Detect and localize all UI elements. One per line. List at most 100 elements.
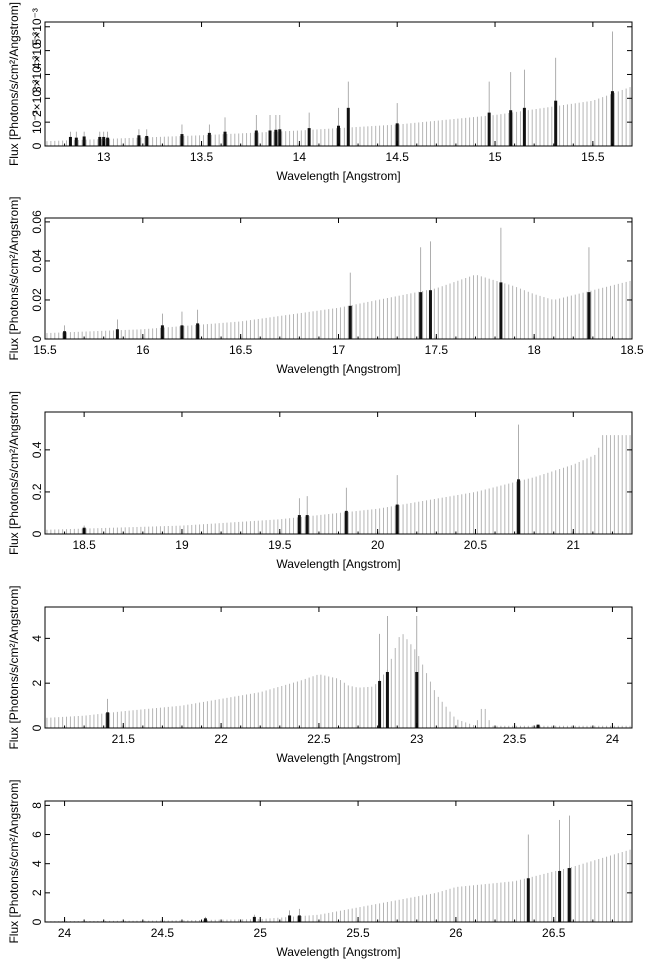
line-bar	[517, 479, 521, 534]
x-tick-label: 23	[410, 732, 424, 746]
x-tick-label: 20	[371, 538, 385, 552]
x-axis-label: Wavelength [Angstrom]	[276, 362, 400, 376]
x-tick-label: 14	[293, 150, 307, 164]
y-axis-label: Flux [Photons/s/cm²/Angstrom]	[7, 391, 21, 555]
panel-3: 18.5 19 19.5 20 20.5 21 0 0.2 0.4 Wavelength [Ang…	[7, 391, 633, 571]
line-bar	[536, 724, 540, 728]
line-bar	[203, 918, 207, 922]
x-tick-label: 16.5	[229, 343, 253, 357]
y-tick-label: 8	[30, 802, 44, 809]
line-bar	[98, 136, 102, 146]
y-axis-label: Flux [Photons/s/cm²/Angstrom]	[7, 196, 21, 360]
line-bar	[337, 125, 340, 146]
line-bar	[610, 91, 614, 146]
line-bar	[254, 130, 258, 146]
x-tick-label: 18	[527, 343, 541, 357]
line-bar	[509, 110, 513, 146]
x-tick-label: 25.5	[346, 926, 370, 940]
line-bar	[419, 292, 423, 339]
line-bar	[587, 292, 591, 339]
x-tick-label: 19	[175, 538, 189, 552]
line-bar	[307, 128, 311, 146]
line-bar	[567, 868, 571, 922]
line-bar	[63, 331, 67, 339]
y-tick-label: 2×10⁻³	[30, 80, 44, 117]
x-axis-label: Wavelength [Angstrom]	[276, 945, 400, 959]
x-tick-label: 17.5	[425, 343, 449, 357]
x-tick-label: 16	[136, 343, 150, 357]
line-bar	[395, 123, 399, 146]
line-bar	[297, 915, 301, 922]
line-bar	[428, 290, 432, 339]
line-bar	[378, 680, 382, 728]
x-tick-label: 21.5	[112, 732, 136, 746]
y-tick-label: 4	[30, 860, 44, 867]
x-tick-label: 24.5	[151, 926, 175, 940]
x-tick-label: 22	[214, 732, 228, 746]
line-bar	[499, 282, 503, 339]
y-tick-label: 0	[30, 724, 44, 731]
y-tick-label: 0	[30, 918, 44, 925]
y-tick-label: 0	[30, 335, 44, 342]
x-tick-label: 18.5	[620, 343, 644, 357]
line-bar	[145, 135, 149, 146]
x-tick-label: 17	[332, 343, 346, 357]
y-tick-label: 2	[30, 889, 44, 896]
y-tick-label: 0.2	[30, 483, 44, 500]
x-axis-label: Wavelength [Angstrom]	[276, 169, 400, 183]
line-bar	[115, 329, 119, 339]
y-tick-label: 6	[30, 831, 44, 838]
line-bar	[526, 878, 530, 922]
line-bar	[348, 305, 352, 339]
x-tick-label: 13	[97, 150, 111, 164]
line-bar	[522, 107, 526, 146]
y-tick-label: 0.04	[30, 249, 44, 273]
line-bar	[268, 130, 272, 146]
y-tick-label: 4	[30, 635, 44, 642]
x-tick-label: 24	[58, 926, 72, 940]
x-tick-label: 26	[449, 926, 463, 940]
line-bar	[137, 135, 141, 146]
line-bar	[297, 515, 301, 534]
panel-2: 15.5 16 16.5 17 17.5 18 18.5 0 0.02 0.04 0.06 Wavel…	[7, 196, 644, 376]
y-axis-label: Flux [Photons/s/cm²/Angstrom]	[7, 779, 21, 943]
y-axis-label: Flux [Photons/s/cm²/Angstrom]	[7, 585, 21, 749]
line-bar	[106, 137, 110, 146]
x-axis-label: Wavelength [Angstrom]	[276, 557, 400, 571]
panel-1: 13 13.5 14 14.5 15 15.5 0 10⁻³2×10⁻³3×10⁻³4×10⁻…	[7, 2, 633, 183]
x-tick-label: 18.5	[72, 538, 96, 552]
x-tick-label: 14.5	[386, 150, 410, 164]
line-bar	[278, 129, 282, 146]
line-bar	[305, 515, 309, 534]
line-bar	[554, 100, 558, 146]
line-bar	[82, 136, 86, 146]
x-tick-label: 19.5	[268, 538, 292, 552]
line-bar	[68, 136, 72, 146]
line-bar	[74, 137, 78, 146]
x-tick-label: 22.5	[307, 732, 331, 746]
x-tick-label: 15.5	[581, 150, 605, 164]
x-tick-label: 13.5	[190, 150, 214, 164]
y-tick-label: 0	[30, 530, 44, 537]
line-bar	[344, 510, 348, 534]
y-tick-label: 0.02	[30, 288, 44, 312]
y-tick-label: 0.4	[30, 441, 44, 458]
line-bar	[160, 325, 164, 339]
line-bar	[180, 325, 184, 339]
line-bar	[487, 112, 491, 146]
y-axis-label: Flux [Photons/s/cm²/Angstrom]	[7, 2, 21, 166]
x-tick-label: 25	[254, 926, 268, 940]
line-bar	[223, 131, 227, 146]
y-tick-label: 3×10⁻³	[30, 56, 44, 93]
line-bar	[288, 915, 292, 922]
x-tick-label: 20.5	[464, 538, 488, 552]
line-bar	[106, 712, 110, 728]
x-axis-label: Wavelength [Angstrom]	[276, 751, 400, 765]
plot-frame	[44, 606, 633, 729]
y-tick-label: 10⁻³	[30, 110, 44, 134]
line-bar	[395, 504, 399, 534]
line-bar	[180, 134, 184, 146]
